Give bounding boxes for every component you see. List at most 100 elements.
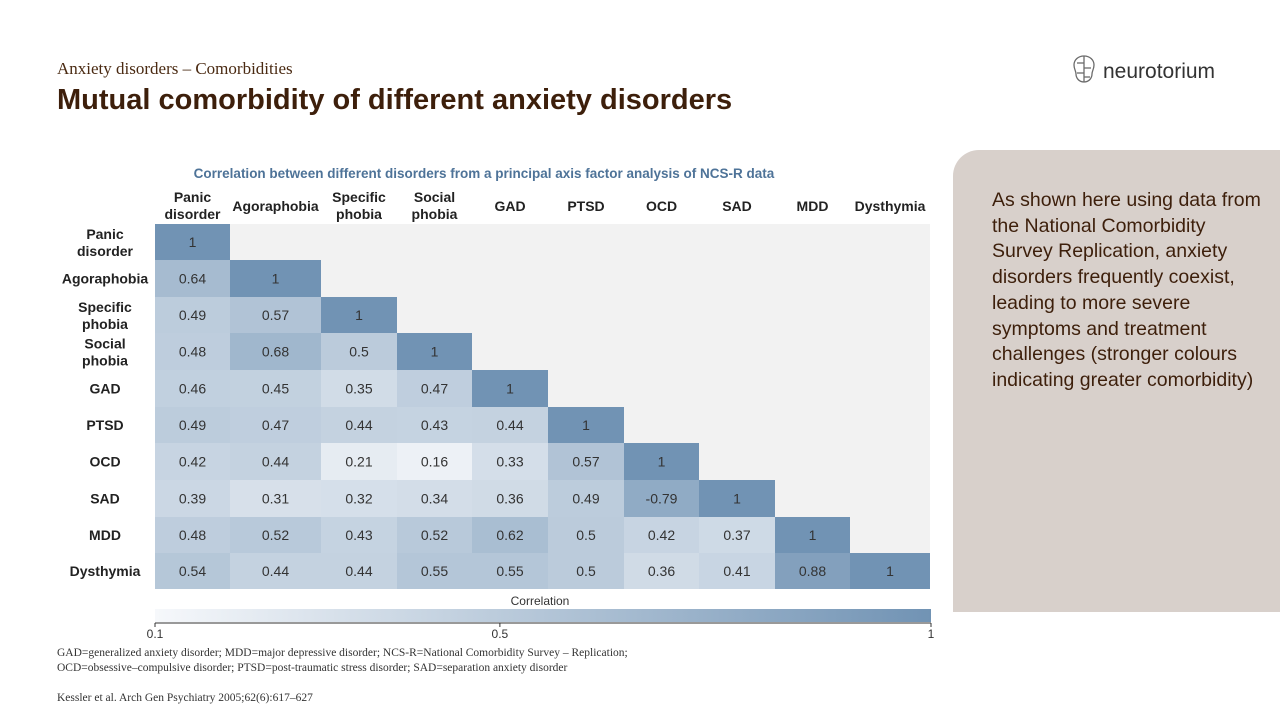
heatmap-cell xyxy=(397,443,472,480)
colorbar-label: Correlation xyxy=(511,594,570,608)
logo-text: neurotorium xyxy=(1103,59,1216,83)
heatmap-cell xyxy=(230,517,321,553)
heatmap-cell xyxy=(548,517,624,553)
column-label: Dysthymia xyxy=(855,198,926,214)
cell-value: 0.5 xyxy=(576,527,596,543)
cell-value: 1 xyxy=(658,454,666,470)
page-subtitle: Anxiety disorders – Comorbidities xyxy=(57,59,293,78)
cell-value: 1 xyxy=(886,563,894,579)
cell-value: 1 xyxy=(431,344,439,360)
cell-value: 0.49 xyxy=(179,307,206,323)
heatmap-cell xyxy=(155,333,230,370)
cell-value: 0.64 xyxy=(179,271,206,287)
heatmap-cell xyxy=(699,517,775,553)
row-label: phobia xyxy=(82,316,128,332)
cell-value: 0.52 xyxy=(262,527,289,543)
brain-icon xyxy=(1071,54,1097,89)
heatmap-cell xyxy=(775,553,850,589)
heatmap-cell xyxy=(321,407,397,443)
row-label: Panic xyxy=(86,226,124,242)
cell-value: 0.47 xyxy=(421,381,448,397)
heatmap-cell xyxy=(397,333,472,370)
cell-value: 0.21 xyxy=(345,454,372,470)
row-label: phobia xyxy=(82,353,128,369)
footnote-line-2: OCD=obsessive–compulsive disorder; PTSD=… xyxy=(57,662,568,674)
side-panel xyxy=(953,150,1280,612)
column-label: phobia xyxy=(412,206,458,222)
colorbar-tick-label: 0.1 xyxy=(147,627,164,641)
column-label: PTSD xyxy=(567,198,604,214)
cell-value: 0.41 xyxy=(723,563,750,579)
column-label: Specific xyxy=(332,189,386,205)
cell-value: 0.88 xyxy=(799,563,826,579)
colorbar xyxy=(155,609,931,622)
heatmap-cell xyxy=(397,370,472,407)
heatmap-cell xyxy=(321,443,397,480)
heatmap-cell xyxy=(397,517,472,553)
heatmap-cell xyxy=(230,333,321,370)
cell-value: 0.57 xyxy=(262,307,289,323)
cell-value: 0.43 xyxy=(421,417,448,433)
heatmap-cell xyxy=(472,370,548,407)
heatmap-cell xyxy=(321,333,397,370)
heatmap-cell xyxy=(472,553,548,589)
heatmap-cell xyxy=(548,480,624,517)
cell-value: 1 xyxy=(272,271,280,287)
cell-value: 1 xyxy=(506,381,514,397)
cell-value: 0.68 xyxy=(262,344,289,360)
cell-value: 0.57 xyxy=(572,454,599,470)
footnote-line-1: GAD=generalized anxiety disorder; MDD=ma… xyxy=(57,647,628,659)
heatmap-cell xyxy=(230,370,321,407)
cell-value: 0.36 xyxy=(496,491,523,507)
heatmap-cell xyxy=(775,517,850,553)
page-title: Mutual comorbidity of different anxiety … xyxy=(57,84,733,116)
colorbar-tick-label: 0.5 xyxy=(492,627,509,641)
heatmap-cell xyxy=(155,443,230,480)
heatmap-cell xyxy=(321,370,397,407)
heatmap-cell xyxy=(472,480,548,517)
heatmap-cell xyxy=(230,260,321,297)
cell-value: 1 xyxy=(809,527,817,543)
heatmap-cell xyxy=(699,553,775,589)
row-label: Specific xyxy=(78,299,132,315)
row-label: PTSD xyxy=(86,417,123,433)
heatmap-cell xyxy=(472,407,548,443)
cell-value: 0.49 xyxy=(179,417,206,433)
row-label: OCD xyxy=(89,454,120,470)
cell-value: 0.44 xyxy=(262,454,289,470)
column-label: SAD xyxy=(722,198,752,214)
cell-value: 0.5 xyxy=(576,563,596,579)
heatmap-cell xyxy=(155,407,230,443)
heatmap-cell xyxy=(230,480,321,517)
column-label: disorder xyxy=(164,206,221,222)
logo: neurotorium xyxy=(1071,54,1215,89)
heatmap-cell xyxy=(624,553,699,589)
cell-value: 0.44 xyxy=(345,417,372,433)
column-label: Panic xyxy=(174,189,212,205)
heatmap-cell xyxy=(230,297,321,333)
cell-value: 0.43 xyxy=(345,527,372,543)
heatmap-cell xyxy=(624,443,699,480)
cell-value: 1 xyxy=(733,491,741,507)
cell-value: 0.55 xyxy=(421,563,448,579)
cell-value: 0.49 xyxy=(572,491,599,507)
cell-value: 0.47 xyxy=(262,417,289,433)
heatmap-cell xyxy=(321,297,397,333)
heatmap-cell xyxy=(321,553,397,589)
cell-value: 0.48 xyxy=(179,344,206,360)
heatmap-cell xyxy=(155,224,230,260)
heatmap-cell xyxy=(397,553,472,589)
heatmap-cell xyxy=(230,443,321,480)
heatmap-cell xyxy=(472,443,548,480)
cell-value: -0.79 xyxy=(646,491,678,507)
heatmap-cell xyxy=(155,297,230,333)
heatmap-cell xyxy=(155,480,230,517)
cell-value: 0.44 xyxy=(262,563,289,579)
column-label: Social xyxy=(414,189,455,205)
cell-value: 0.52 xyxy=(421,527,448,543)
cell-value: 0.39 xyxy=(179,491,206,507)
row-label: Dysthymia xyxy=(70,563,141,579)
cell-value: 0.32 xyxy=(345,491,372,507)
cell-value: 0.34 xyxy=(421,491,448,507)
